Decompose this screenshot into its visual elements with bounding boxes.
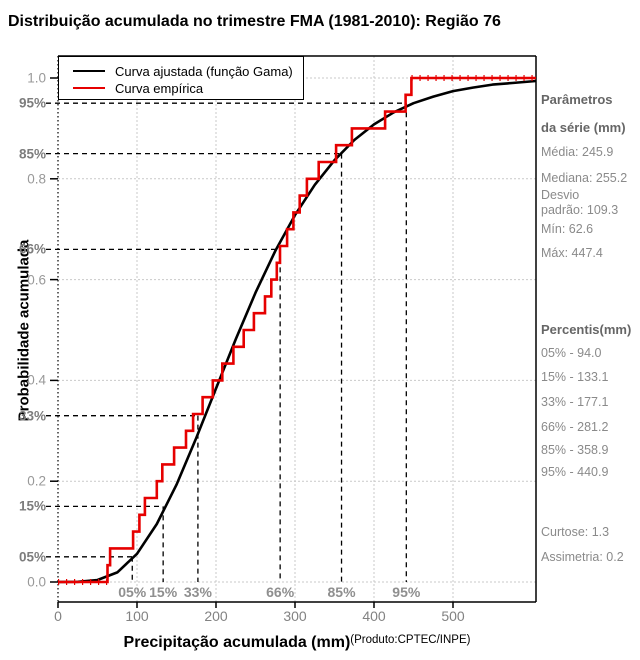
- percentil-95: 95% - 440.9: [541, 465, 609, 479]
- x-axis-label-row: Precipitação acumulada (mm)(Produto:CPTE…: [58, 634, 536, 652]
- stat-min: Mín: 62.6: [541, 222, 594, 236]
- stat-curtose: Curtose: 1.3: [541, 525, 610, 539]
- percentil-15: 15% - 133.1: [541, 370, 609, 384]
- x-axis-label: Precipitação acumulada (mm): [123, 634, 351, 651]
- legend-item-empirical: Curva empírica: [59, 80, 203, 96]
- y-tick-label: 0.0: [27, 574, 46, 590]
- y-tick-label: 0.8: [27, 171, 46, 187]
- legend-item-fitted: Curva ajustada (função Gama): [59, 63, 293, 79]
- x-tick-label: 0: [54, 608, 62, 624]
- stat-assimetria: Assimetria: 0.2: [541, 550, 624, 564]
- x-tick-label: 500: [441, 608, 465, 624]
- x-tick-label: 100: [125, 608, 149, 624]
- fitted-gamma-curve: [57, 79, 537, 584]
- y-axis-percent-label: 05%: [18, 549, 46, 565]
- x-tick-label: 400: [362, 608, 386, 624]
- empirical-ecdf-curve: [58, 76, 536, 584]
- percentil-66: 66% - 281.2: [541, 420, 609, 434]
- percentil-85: 85% - 358.9: [541, 443, 609, 457]
- fitted-line-swatch: [73, 70, 105, 72]
- y-tick-label: 1.0: [27, 70, 46, 86]
- params-header-line1: Parâmetros: [541, 92, 613, 107]
- x-tick-label: 300: [283, 608, 307, 624]
- legend-fitted-label: Curva ajustada (função Gama): [115, 63, 293, 79]
- percentil-33: 33% - 177.1: [541, 395, 609, 409]
- x-axis-percent-label: 95%: [392, 584, 421, 600]
- y-axis-label: Probabilidade acumulada: [15, 239, 33, 422]
- stat-media: Média: 245.9: [541, 145, 614, 159]
- y-axis-percent-label: 85%: [18, 146, 46, 162]
- percentis-header: Percentis(mm): [541, 322, 632, 337]
- y-axis-percent-label: 33%: [18, 408, 46, 424]
- x-axis-percent-label: 85%: [327, 584, 356, 600]
- y-tick-label: 0.2: [27, 473, 46, 489]
- x-axis-percent-label: 33%: [183, 584, 212, 600]
- product-credit: (Produto:CPTEC/INPE): [350, 634, 471, 646]
- y-axis-percent-label: 95%: [18, 95, 46, 111]
- x-axis-percent-label: 05%: [118, 584, 147, 600]
- legend-empirical-label: Curva empírica: [115, 80, 204, 96]
- percentil-05: 05% - 94.0: [541, 346, 602, 360]
- legend-box: Curva ajustada (função Gama) Curva empír…: [58, 56, 304, 100]
- stat-mediana: Mediana: 255.2: [541, 171, 628, 185]
- y-tick-label: 0.6: [27, 272, 46, 288]
- x-tick-label: 200: [204, 608, 228, 624]
- x-axis-percent-label: 15%: [149, 584, 178, 600]
- y-axis-percent-label: 66%: [18, 241, 46, 257]
- stat-max: Máx: 447.4: [541, 246, 603, 260]
- empirical-line-swatch: [73, 87, 105, 89]
- x-axis-percent-label: 66%: [266, 584, 295, 600]
- stat-desvio-padrao: Desvio padrão: 109.3: [541, 188, 619, 217]
- params-header-line2: da série (mm): [541, 120, 626, 135]
- y-axis-percent-label: 15%: [18, 498, 46, 514]
- chart-title: Distribuição acumulada no trimestre FMA …: [8, 13, 501, 30]
- y-tick-label: 0.4: [27, 372, 46, 388]
